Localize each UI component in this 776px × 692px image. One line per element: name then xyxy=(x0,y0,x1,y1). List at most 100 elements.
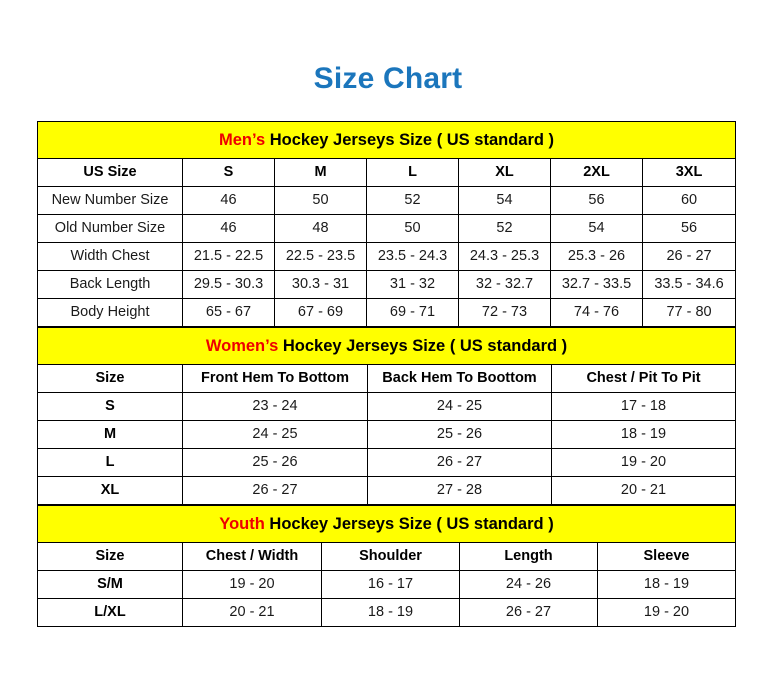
mens-row-0-cell-1: 50 xyxy=(274,186,367,215)
youth-col-1: Chest / Width xyxy=(182,542,322,571)
womens-col-1: Front Hem To Bottom xyxy=(182,364,368,393)
youth-band-rest: Hockey Jerseys Size ( US standard ) xyxy=(264,515,554,533)
mens-section-band: Men’s Hockey Jerseys Size ( US standard … xyxy=(36,121,737,159)
mens-row-0-cell-2: 52 xyxy=(366,186,459,215)
youth-col-2: Shoulder xyxy=(321,542,460,571)
table-row: L 25 - 26 26 - 27 19 - 20 xyxy=(37,448,737,477)
womens-row-3-cell-2: 20 - 21 xyxy=(550,476,737,505)
womens-row-1-cell-2: 18 - 19 xyxy=(550,420,737,449)
mens-col-2: M xyxy=(274,158,367,187)
mens-size-table: Men’s Hockey Jerseys Size ( US standard … xyxy=(36,121,737,327)
mens-row-3-cell-5: 33.5 - 34.6 xyxy=(641,270,737,299)
youth-size-table: Youth Hockey Jerseys Size ( US standard … xyxy=(36,505,737,627)
youth-row-0-cell-2: 24 - 26 xyxy=(459,570,598,599)
womens-row-3-cell-1: 27 - 28 xyxy=(367,476,552,505)
mens-row-2-cell-0: 21.5 - 22.5 xyxy=(182,242,275,271)
mens-row-1-label: Old Number Size xyxy=(37,214,183,243)
youth-row-1-cell-3: 19 - 20 xyxy=(596,598,737,627)
mens-row-4-cell-1: 67 - 69 xyxy=(274,298,367,327)
youth-row-0-cell-1: 16 - 17 xyxy=(321,570,460,599)
mens-col-6: 3XL xyxy=(641,158,737,187)
mens-row-3-label: Back Length xyxy=(37,270,183,299)
table-row: Back Length 29.5 - 30.3 30.3 - 31 31 - 3… xyxy=(37,270,737,299)
table-row: S/M 19 - 20 16 - 17 24 - 26 18 - 19 xyxy=(37,570,737,599)
table-row: Width Chest 21.5 - 22.5 22.5 - 23.5 23.5… xyxy=(37,242,737,271)
table-row: S 23 - 24 24 - 25 17 - 18 xyxy=(37,392,737,421)
youth-header-row: Size Chest / Width Shoulder Length Sleev… xyxy=(37,542,737,571)
womens-row-2-label: L xyxy=(37,448,183,477)
mens-header-row: US Size S M L XL 2XL 3XL xyxy=(37,158,737,187)
womens-col-0: Size xyxy=(37,364,183,393)
womens-row-0-cell-1: 24 - 25 xyxy=(367,392,552,421)
youth-col-0: Size xyxy=(37,542,183,571)
womens-band-rest: Hockey Jerseys Size ( US standard ) xyxy=(278,337,568,355)
womens-col-2: Back Hem To Boottom xyxy=(367,364,552,393)
mens-col-3: L xyxy=(366,158,459,187)
mens-row-4-cell-2: 69 - 71 xyxy=(366,298,459,327)
youth-row-0-cell-0: 19 - 20 xyxy=(182,570,322,599)
womens-band-row: Women’s Hockey Jerseys Size ( US standar… xyxy=(36,327,737,365)
womens-col-3: Chest / Pit To Pit xyxy=(550,364,737,393)
mens-row-1-cell-4: 54 xyxy=(550,214,643,243)
womens-header-row: Size Front Hem To Bottom Back Hem To Boo… xyxy=(37,364,737,393)
mens-col-4: XL xyxy=(458,158,551,187)
page-title: Size Chart xyxy=(313,62,463,95)
mens-row-0-label: New Number Size xyxy=(37,186,183,215)
womens-row-1-cell-1: 25 - 26 xyxy=(367,420,552,449)
mens-row-4-cell-3: 72 - 73 xyxy=(458,298,551,327)
youth-row-1-label: L/XL xyxy=(37,598,183,627)
mens-band-rest: Hockey Jerseys Size ( US standard ) xyxy=(265,131,555,149)
womens-size-table: Women’s Hockey Jerseys Size ( US standar… xyxy=(36,327,737,505)
table-row: Body Height 65 - 67 67 - 69 69 - 71 72 -… xyxy=(37,298,737,327)
womens-row-1-cell-0: 24 - 25 xyxy=(182,420,368,449)
mens-row-3-cell-1: 30.3 - 31 xyxy=(274,270,367,299)
womens-row-3-cell-0: 26 - 27 xyxy=(182,476,368,505)
mens-row-1-cell-1: 48 xyxy=(274,214,367,243)
mens-row-1-cell-3: 52 xyxy=(458,214,551,243)
mens-row-4-cell-0: 65 - 67 xyxy=(182,298,275,327)
youth-section-band: Youth Hockey Jerseys Size ( US standard … xyxy=(36,505,737,543)
table-row: Old Number Size 46 48 50 52 54 56 xyxy=(37,214,737,243)
mens-row-2-cell-4: 25.3 - 26 xyxy=(550,242,643,271)
womens-row-3-label: XL xyxy=(37,476,183,505)
womens-row-1-label: M xyxy=(37,420,183,449)
youth-category-label: Youth xyxy=(219,515,265,533)
youth-row-0-cell-3: 18 - 19 xyxy=(596,570,737,599)
mens-row-0-cell-0: 46 xyxy=(182,186,275,215)
womens-row-2-cell-0: 25 - 26 xyxy=(182,448,368,477)
womens-row-0-cell-0: 23 - 24 xyxy=(182,392,368,421)
youth-band-row: Youth Hockey Jerseys Size ( US standard … xyxy=(36,505,737,543)
mens-row-0-cell-5: 60 xyxy=(641,186,737,215)
womens-category-label: Women’s xyxy=(205,337,279,355)
mens-row-2-label: Width Chest xyxy=(37,242,183,271)
youth-col-4: Sleeve xyxy=(596,542,737,571)
misspelled-word: Boottom xyxy=(477,366,537,392)
table-row: XL 26 - 27 27 - 28 20 - 21 xyxy=(37,476,737,505)
table-row: M 24 - 25 25 - 26 18 - 19 xyxy=(37,420,737,449)
table-row: New Number Size 46 50 52 54 56 60 xyxy=(37,186,737,215)
mens-row-2-cell-5: 26 - 27 xyxy=(641,242,737,271)
mens-row-4-cell-4: 74 - 76 xyxy=(550,298,643,327)
mens-row-2-cell-3: 24.3 - 25.3 xyxy=(458,242,551,271)
size-tables-container: Men’s Hockey Jerseys Size ( US standard … xyxy=(36,121,737,627)
mens-col-5: 2XL xyxy=(550,158,643,187)
mens-row-3-cell-2: 31 - 32 xyxy=(366,270,459,299)
mens-row-1-cell-5: 56 xyxy=(641,214,737,243)
youth-row-1-cell-1: 18 - 19 xyxy=(321,598,460,627)
mens-row-4-cell-5: 77 - 80 xyxy=(641,298,737,327)
womens-row-0-cell-2: 17 - 18 xyxy=(550,392,737,421)
youth-row-1-cell-2: 26 - 27 xyxy=(459,598,598,627)
mens-row-4-label: Body Height xyxy=(37,298,183,327)
mens-row-3-cell-3: 32 - 32.7 xyxy=(458,270,551,299)
mens-row-1-cell-0: 46 xyxy=(182,214,275,243)
table-row: L/XL 20 - 21 18 - 19 26 - 27 19 - 20 xyxy=(37,598,737,627)
womens-section-band: Women’s Hockey Jerseys Size ( US standar… xyxy=(36,327,737,365)
youth-row-1-cell-0: 20 - 21 xyxy=(182,598,322,627)
mens-row-1-cell-2: 50 xyxy=(366,214,459,243)
womens-row-2-cell-2: 19 - 20 xyxy=(550,448,737,477)
mens-row-0-cell-3: 54 xyxy=(458,186,551,215)
mens-row-2-cell-2: 23.5 - 24.3 xyxy=(366,242,459,271)
youth-col-3: Length xyxy=(459,542,598,571)
youth-row-0-label: S/M xyxy=(37,570,183,599)
